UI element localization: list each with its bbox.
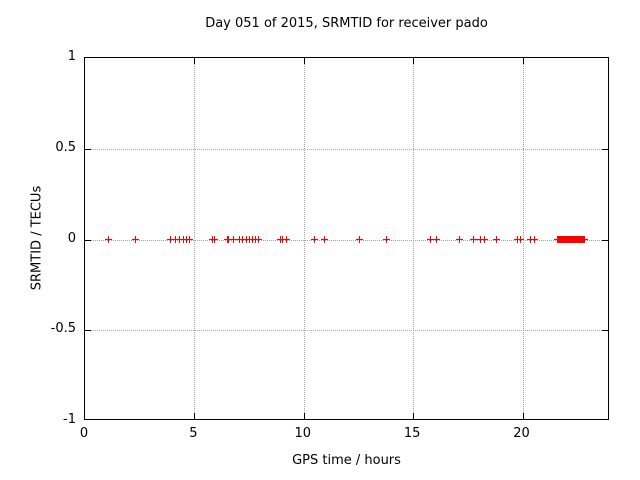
x-axis-label: GPS time / hours xyxy=(292,453,401,468)
data-point-marker xyxy=(383,236,391,243)
data-point-marker xyxy=(172,236,180,243)
y-tick-label: 0 xyxy=(67,230,76,246)
x-gridline xyxy=(303,58,305,419)
data-point-marker xyxy=(517,236,525,243)
data-point-marker xyxy=(211,236,219,243)
x-tick-label: 15 xyxy=(403,426,421,441)
data-point-marker xyxy=(492,236,500,243)
plot-area xyxy=(84,57,609,420)
data-point-marker xyxy=(470,236,478,243)
chart-title: Day 051 of 2015, SRMTID for receiver pad… xyxy=(205,16,488,31)
data-point-marker xyxy=(104,236,112,243)
x-tick-label: 10 xyxy=(294,426,312,441)
data-point-marker xyxy=(225,236,233,243)
x-gridline xyxy=(194,58,196,419)
data-point-marker xyxy=(580,236,588,243)
data-point-marker xyxy=(480,236,488,243)
y-gridline xyxy=(85,330,608,332)
data-point-marker xyxy=(530,236,538,243)
data-point-marker xyxy=(321,236,329,243)
data-point-marker xyxy=(455,236,463,243)
data-point-marker xyxy=(282,236,290,243)
data-point-marker xyxy=(131,236,139,243)
data-point-marker xyxy=(311,236,319,243)
y-tick-mark xyxy=(85,239,91,241)
y-tick-mark xyxy=(602,148,608,150)
x-tick-mark xyxy=(413,58,415,64)
y-gridline xyxy=(85,148,608,150)
y-tick-mark xyxy=(602,330,608,332)
data-point-marker xyxy=(356,236,364,243)
x-tick-label: 0 xyxy=(79,426,89,441)
x-tick-mark xyxy=(194,413,196,419)
data-point-marker xyxy=(278,236,286,243)
y-tick-label: -1 xyxy=(63,412,76,427)
y-tick-label: 0.5 xyxy=(55,139,76,155)
y-tick-mark xyxy=(602,239,608,241)
data-point-marker xyxy=(186,236,194,243)
x-gridline xyxy=(522,58,524,419)
x-tick-label: 5 xyxy=(189,426,198,441)
x-tick-mark xyxy=(522,58,524,64)
y-tick-label: -0.5 xyxy=(50,321,76,337)
x-tick-mark xyxy=(303,58,305,64)
y-gridline xyxy=(85,239,608,241)
data-point-marker xyxy=(427,236,435,243)
x-tick-mark xyxy=(522,413,524,419)
y-tick-mark xyxy=(85,330,91,332)
y-tick-label: 1 xyxy=(67,49,76,64)
x-tick-label: 20 xyxy=(513,426,530,441)
x-tick-mark xyxy=(194,58,196,64)
data-point-marker xyxy=(477,236,484,243)
data-point-marker xyxy=(167,236,175,243)
y-tick-mark xyxy=(85,148,91,150)
data-point-marker xyxy=(230,236,238,243)
data-point-marker xyxy=(432,236,440,243)
data-point-marker xyxy=(254,236,262,243)
x-tick-mark xyxy=(413,413,415,419)
y-axis-label: SRMTID / TECUs xyxy=(29,185,45,291)
x-gridline xyxy=(413,58,415,419)
x-tick-mark xyxy=(303,413,305,419)
